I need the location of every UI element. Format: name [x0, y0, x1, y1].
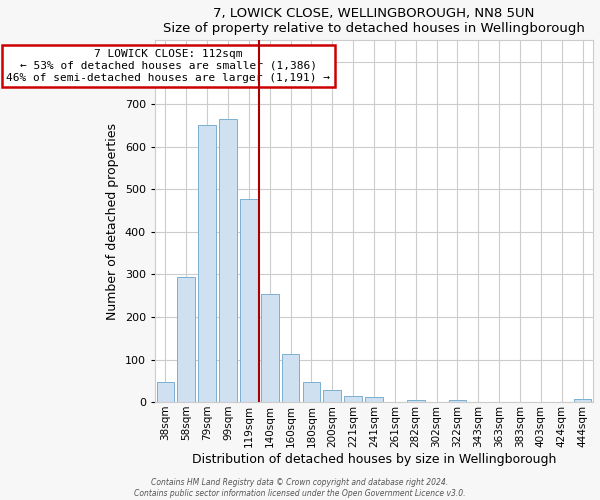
X-axis label: Distribution of detached houses by size in Wellingborough: Distribution of detached houses by size … — [192, 452, 556, 466]
Text: 7 LOWICK CLOSE: 112sqm
← 53% of detached houses are smaller (1,386)
46% of semi-: 7 LOWICK CLOSE: 112sqm ← 53% of detached… — [6, 50, 330, 82]
Bar — [365, 396, 383, 402]
Bar — [449, 400, 466, 402]
Bar — [261, 294, 278, 402]
Text: Contains HM Land Registry data © Crown copyright and database right 2024.
Contai: Contains HM Land Registry data © Crown c… — [134, 478, 466, 498]
Bar — [344, 396, 362, 402]
Bar — [240, 198, 258, 402]
Bar — [178, 278, 195, 402]
Bar — [157, 382, 174, 402]
Bar — [302, 382, 320, 402]
Bar — [407, 400, 425, 402]
Bar — [219, 120, 237, 402]
Bar — [282, 354, 299, 402]
Bar — [574, 398, 592, 402]
Y-axis label: Number of detached properties: Number of detached properties — [106, 122, 119, 320]
Bar — [198, 125, 216, 402]
Bar — [323, 390, 341, 402]
Title: 7, LOWICK CLOSE, WELLINGBOROUGH, NN8 5UN
Size of property relative to detached h: 7, LOWICK CLOSE, WELLINGBOROUGH, NN8 5UN… — [163, 7, 585, 35]
